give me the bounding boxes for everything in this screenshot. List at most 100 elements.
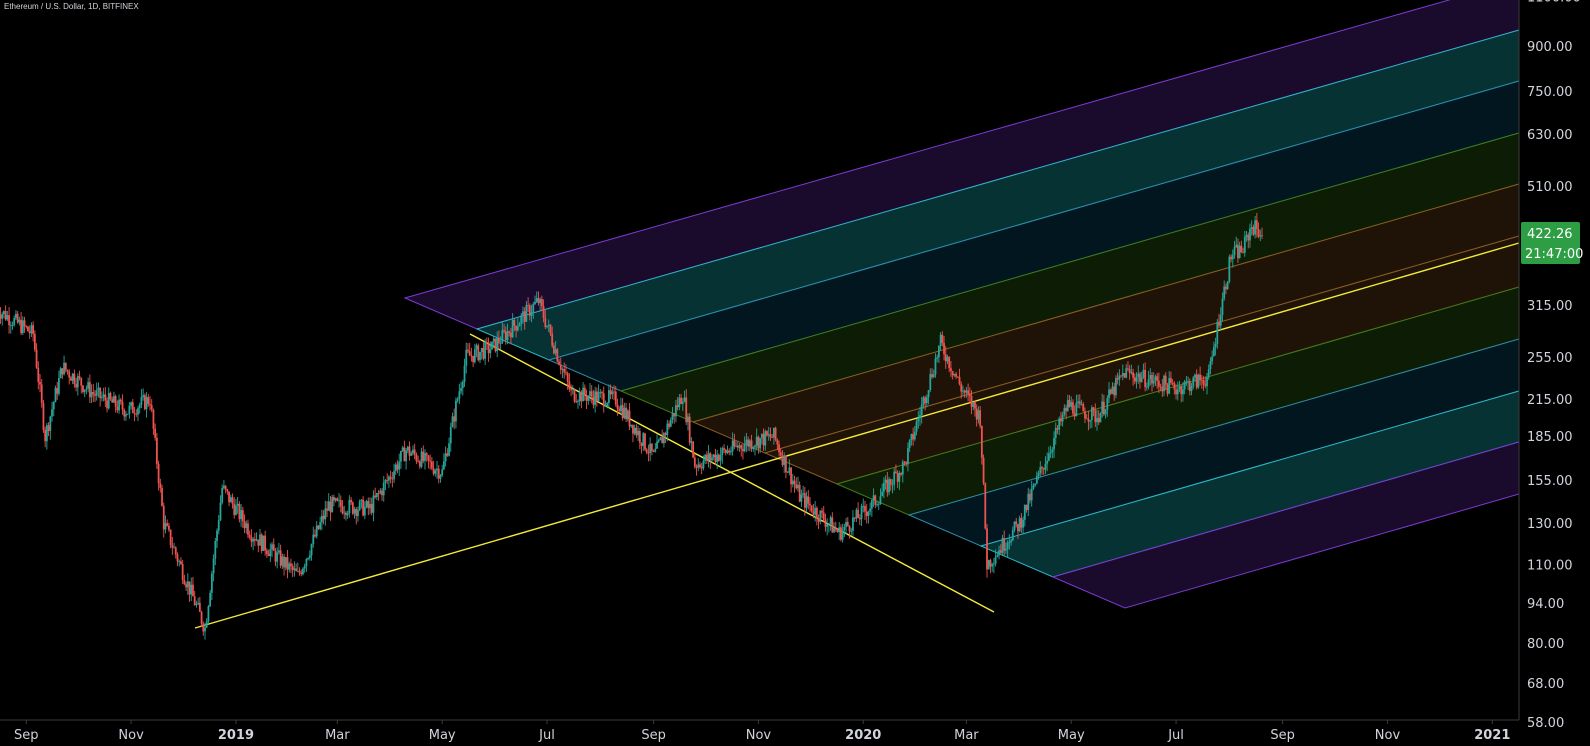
candle-body [13, 317, 16, 326]
candle-body [932, 374, 935, 378]
candle-body [577, 401, 579, 403]
candle-body [272, 544, 275, 551]
candle-body [779, 452, 782, 456]
price-axis[interactable]: 1100.00 900.00 750.00 630.00 510.00 315.00 255… [1518, 0, 1590, 746]
price-axis-label: 215.00 [1527, 393, 1573, 408]
candle-body [886, 479, 889, 493]
candle-body [1104, 409, 1107, 415]
candle-body [1226, 281, 1229, 290]
candle-body [75, 384, 77, 388]
pitchfork-drawing[interactable] [194, 0, 1520, 629]
candle-body [107, 393, 110, 409]
candle-body [39, 381, 41, 385]
candle-body [642, 433, 645, 446]
candle-body [388, 476, 390, 481]
candle-body [1068, 400, 1071, 407]
symbol-title[interactable]: Ethereum / U.S. Dollar, 1D, BITFINEX [4, 2, 139, 11]
candle-body [111, 399, 114, 403]
candle-body [946, 356, 949, 362]
candle-body [319, 522, 322, 529]
candle-body [1006, 542, 1009, 549]
time-axis[interactable]: Sep Nov 2019 Mar May Jul Sep Nov 2020 Mar May Jul Se… [0, 719, 1519, 743]
candle-body [901, 461, 904, 475]
candle-body [869, 508, 872, 512]
candle-body [544, 318, 547, 327]
candle-body [726, 450, 729, 454]
candle-body [846, 522, 849, 526]
candle-body [972, 401, 975, 407]
candle-body [1209, 361, 1212, 370]
pitchfork-handle-line[interactable] [194, 242, 1520, 629]
candle-body [296, 570, 299, 572]
candle-body [760, 433, 763, 439]
candle-body [774, 427, 777, 440]
candle-body [1242, 252, 1244, 253]
candle-body [1230, 256, 1232, 260]
candle-body [728, 450, 731, 453]
current-price-badge-bg [1521, 222, 1580, 264]
candle-body [0, 314, 2, 319]
candle-body [943, 342, 945, 355]
candle-body [1175, 389, 1177, 395]
candle-body [267, 553, 270, 556]
candle-body [607, 390, 610, 403]
candle-body [130, 402, 132, 406]
candle-body [197, 602, 200, 604]
candle-series [0, 212, 1263, 640]
candle-body [870, 500, 873, 509]
candle-body [95, 390, 98, 396]
candle-body [501, 330, 504, 344]
pitchfork-cross-line[interactable] [469, 333, 995, 613]
candle-body [1089, 420, 1092, 422]
candle-body [884, 479, 887, 483]
candle-body [200, 611, 203, 624]
candle-body [1087, 418, 1090, 422]
candle-body [723, 448, 725, 450]
candle-body [489, 349, 492, 354]
candle-body [1214, 343, 1217, 348]
candle-body [549, 324, 552, 334]
candle-body [420, 451, 423, 467]
candle-body [810, 505, 813, 512]
candle-body [609, 390, 612, 395]
candle-body [97, 387, 100, 391]
candle-body [348, 499, 351, 514]
candle-body [1135, 376, 1138, 382]
candle-body [360, 499, 363, 502]
candle-body [458, 391, 461, 399]
candle-body [537, 298, 540, 304]
candle-body [1034, 483, 1037, 486]
candle-body [496, 337, 499, 352]
candle-body [590, 391, 593, 397]
candle-body [762, 433, 765, 446]
candle-body [731, 440, 734, 452]
candle-body [1132, 372, 1134, 378]
candle-body [334, 498, 337, 501]
candle-body [353, 508, 356, 514]
candle-body [374, 495, 377, 498]
candle-body [252, 538, 255, 542]
candle-body [748, 440, 751, 447]
candle-body [776, 439, 779, 445]
candle-body [135, 413, 138, 415]
candle-body [1111, 386, 1114, 394]
candle-body [204, 627, 206, 632]
candle-body [989, 560, 992, 567]
candle-body [950, 368, 952, 372]
candle-body [82, 385, 84, 392]
candle-body [673, 413, 676, 417]
candle-body [595, 391, 598, 402]
candle-body [357, 509, 359, 517]
candle-body [315, 525, 318, 537]
candle-body [1096, 418, 1098, 423]
candle-body [166, 523, 169, 526]
candle-body [1046, 460, 1049, 464]
candle-body [1008, 542, 1011, 544]
candle-body [1144, 369, 1147, 387]
candle-body [21, 320, 24, 334]
candle-body [446, 453, 449, 456]
candle-body [793, 480, 796, 485]
candle-body [210, 573, 213, 593]
